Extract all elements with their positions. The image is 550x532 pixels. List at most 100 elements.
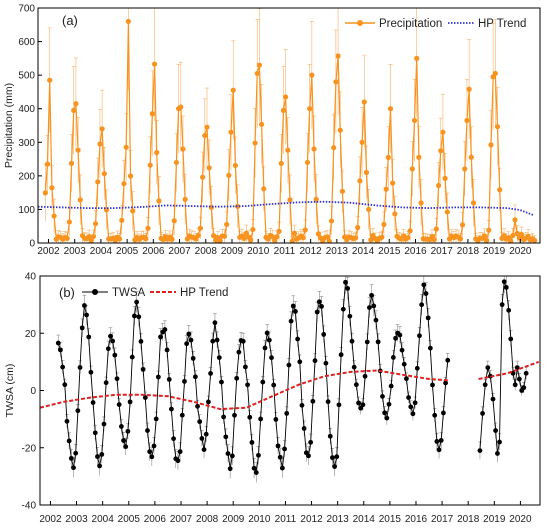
precipitation-point: [92, 221, 99, 227]
precipitation-point: [197, 225, 204, 231]
precipitation-point: [457, 236, 463, 242]
twsa-point: [158, 334, 163, 340]
precipitation-point: [250, 226, 256, 233]
twsa-point: [118, 424, 124, 429]
precipitation-point: [173, 159, 180, 166]
twsa-point: [497, 439, 502, 445]
twsa-point: [266, 337, 272, 343]
precipitation-point: [352, 235, 359, 241]
panel-a-xtick-label: 2006: [142, 246, 165, 257]
twsa-point: [60, 364, 66, 370]
twsa-point: [310, 398, 316, 404]
twsa-point: [110, 338, 116, 344]
twsa-point: [347, 313, 353, 319]
twsa-point: [495, 451, 500, 456]
panel-b-ytick-label: 20: [25, 329, 37, 340]
twsa-point: [75, 408, 81, 414]
precipitation-point: [259, 121, 265, 127]
precipitation-point: [47, 77, 53, 83]
panel-a-plot-area: [38, 8, 538, 243]
precipitation-point: [481, 233, 488, 239]
precipitation-point: [497, 187, 503, 193]
panel-b-ylabel: TWSA (cm): [4, 364, 16, 418]
twsa-point: [360, 402, 366, 408]
twsa-point: [423, 291, 429, 296]
twsa-point: [256, 452, 261, 458]
twsa-point: [269, 355, 274, 361]
twsa-point: [253, 470, 259, 475]
twsa-point: [412, 400, 418, 406]
precipitation-point: [381, 221, 387, 228]
twsa-point: [73, 450, 79, 456]
precipitation-point: [64, 235, 70, 241]
twsa-point: [503, 285, 509, 290]
twsa-point: [151, 443, 157, 449]
precipitation-point: [289, 238, 295, 243]
twsa-point: [129, 354, 135, 360]
twsa-point: [140, 366, 146, 372]
twsa-point: [55, 340, 61, 346]
twsa-point: [316, 299, 322, 305]
legend-precipitation-swatch-marker: [357, 20, 363, 26]
twsa-point: [179, 412, 185, 418]
panel-a-ytick-label: 700: [18, 4, 35, 15]
precipitation-point: [195, 232, 201, 239]
twsa-point: [112, 352, 118, 358]
precipitation-point: [217, 238, 223, 243]
twsa-point: [249, 440, 255, 445]
precipitation-point: [274, 234, 280, 240]
precipitation-point: [359, 139, 365, 145]
twsa-point: [138, 339, 144, 344]
twsa-point: [155, 374, 161, 380]
twsa-point: [251, 465, 257, 471]
precipitation-point: [145, 225, 151, 231]
precipitation-point: [97, 141, 103, 147]
panel-a-xtick-label: 2018: [457, 246, 480, 257]
twsa-point: [208, 371, 213, 376]
panel-b-xtick-label: 2011: [275, 514, 297, 525]
twsa-point: [382, 410, 388, 416]
twsa-point: [508, 336, 514, 342]
precipitation-point: [494, 124, 501, 130]
twsa-point: [81, 303, 87, 308]
twsa-point: [79, 325, 85, 331]
precipitation-point: [418, 200, 424, 206]
precipitation-point: [123, 144, 129, 150]
precipitation-point: [151, 61, 158, 67]
twsa-point: [321, 332, 327, 337]
twsa-point: [295, 336, 301, 342]
twsa-point: [184, 341, 190, 347]
twsa-point: [149, 454, 155, 460]
twsa-point: [325, 399, 331, 405]
twsa-point: [225, 451, 231, 456]
twsa-point: [356, 400, 361, 406]
precipitation-point: [440, 129, 446, 135]
twsa-point: [282, 446, 287, 452]
panel-b-legend: TWSA HP Trend: [82, 287, 228, 299]
precipitation-point: [466, 86, 472, 92]
precipitation-point: [405, 235, 411, 241]
panel-b-xtick-label: 2013: [327, 514, 350, 525]
precipitation-point: [361, 99, 367, 105]
precipitation-point: [75, 147, 81, 153]
twsa-point: [247, 414, 253, 420]
precipitation-point: [518, 232, 525, 238]
precipitation-point: [438, 148, 444, 154]
precipitation-point: [130, 208, 136, 214]
twsa-point: [171, 436, 176, 442]
precipitation-point: [51, 213, 57, 219]
legend-hp-trend-a-label: HP Trend: [478, 18, 526, 30]
precipitation-point: [234, 203, 241, 210]
precipitation-point: [392, 211, 398, 217]
precipitation-point: [101, 171, 107, 177]
twsa-point: [353, 382, 359, 388]
twsa-point: [414, 365, 420, 371]
twsa-point: [210, 338, 216, 344]
twsa-point: [404, 376, 409, 382]
twsa-point: [77, 365, 83, 370]
panel-a-xtick-label: 2015: [378, 246, 401, 257]
twsa-point: [369, 292, 374, 298]
precipitation-point: [315, 231, 322, 237]
panel-a-xtick-label: 2014: [352, 246, 375, 257]
panel-a-ytick-label: 500: [18, 71, 35, 82]
